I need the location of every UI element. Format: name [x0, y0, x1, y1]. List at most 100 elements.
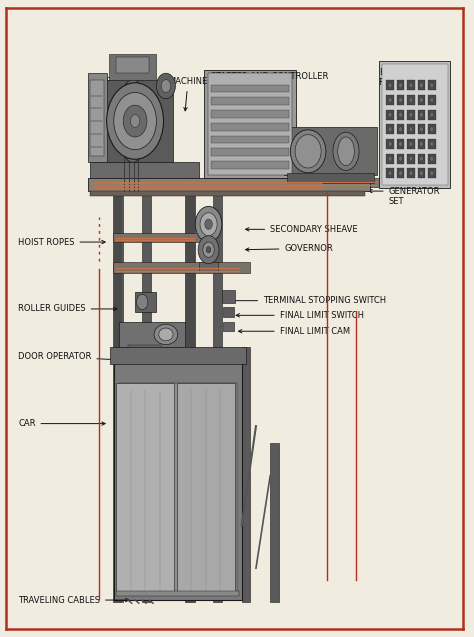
Text: FINAL LIMIT SWITCH: FINAL LIMIT SWITCH — [236, 311, 364, 320]
Bar — [211, 136, 289, 143]
Text: CAR: CAR — [18, 419, 105, 428]
Bar — [407, 95, 415, 105]
Text: ROLLER GUIDES: ROLLER GUIDES — [18, 304, 117, 313]
Circle shape — [430, 171, 434, 176]
Circle shape — [388, 156, 392, 161]
Bar — [211, 85, 289, 92]
Bar — [386, 124, 394, 134]
Bar — [211, 161, 289, 169]
Bar — [90, 162, 199, 178]
Bar — [407, 110, 415, 120]
Bar — [208, 73, 292, 175]
Ellipse shape — [154, 324, 178, 345]
Bar — [418, 168, 425, 178]
Bar — [109, 54, 156, 80]
Text: MACHINE: MACHINE — [168, 77, 208, 111]
Circle shape — [388, 83, 392, 88]
Circle shape — [409, 156, 413, 161]
Circle shape — [409, 141, 413, 147]
Circle shape — [203, 242, 214, 257]
Bar — [270, 443, 279, 602]
Bar — [116, 383, 174, 594]
Circle shape — [419, 97, 423, 103]
Circle shape — [399, 97, 402, 103]
Circle shape — [399, 127, 402, 132]
Text: TERMINAL STOPPING SWITCH: TERMINAL STOPPING SWITCH — [231, 296, 386, 305]
Circle shape — [430, 83, 434, 88]
Bar — [397, 95, 404, 105]
Text: HOIST ROPES: HOIST ROPES — [18, 238, 105, 247]
Text: FINAL LIMIT CAM: FINAL LIMIT CAM — [238, 327, 350, 336]
Ellipse shape — [333, 132, 359, 170]
Circle shape — [419, 171, 423, 176]
Text: SECONDARY SHEAVE: SECONDARY SHEAVE — [246, 225, 358, 234]
Circle shape — [399, 83, 402, 88]
Bar — [242, 347, 250, 602]
Bar — [90, 80, 104, 156]
Bar — [418, 124, 425, 134]
Bar — [397, 110, 404, 120]
Bar — [428, 95, 436, 105]
Circle shape — [388, 97, 392, 103]
Bar — [135, 292, 156, 312]
Bar — [204, 70, 296, 178]
Bar — [428, 154, 436, 164]
Circle shape — [430, 112, 434, 117]
Text: ELECTRONIC
RELAY PANEL: ELECTRONIC RELAY PANEL — [379, 68, 435, 93]
Bar — [418, 154, 425, 164]
Bar — [407, 168, 415, 178]
Circle shape — [399, 156, 402, 161]
Bar — [211, 110, 289, 118]
Bar — [397, 154, 404, 164]
Bar — [386, 154, 394, 164]
Text: MOTOR
GENERATOR
SET: MOTOR GENERATOR SET — [369, 176, 440, 206]
Bar — [382, 64, 448, 185]
Circle shape — [419, 83, 423, 88]
Ellipse shape — [295, 134, 321, 168]
Bar — [407, 154, 415, 164]
Bar — [116, 57, 149, 73]
Text: GOVERNOR: GOVERNOR — [246, 244, 333, 253]
Circle shape — [161, 80, 171, 92]
Bar — [90, 191, 365, 196]
Circle shape — [430, 156, 434, 161]
Circle shape — [137, 294, 148, 310]
Bar — [428, 110, 436, 120]
Bar — [176, 383, 235, 594]
Bar — [407, 139, 415, 149]
Circle shape — [409, 83, 413, 88]
Circle shape — [114, 92, 156, 150]
Bar — [407, 124, 415, 134]
Circle shape — [388, 141, 392, 147]
Bar — [211, 123, 289, 131]
Bar — [223, 307, 234, 317]
Bar — [185, 169, 195, 602]
Circle shape — [130, 115, 140, 127]
Text: SELECTOR: SELECTOR — [102, 77, 146, 118]
Circle shape — [399, 171, 402, 176]
Circle shape — [205, 219, 212, 229]
Ellipse shape — [290, 130, 326, 173]
Bar — [428, 124, 436, 134]
Circle shape — [388, 127, 392, 132]
Ellipse shape — [337, 137, 354, 166]
Ellipse shape — [117, 80, 148, 162]
Bar — [113, 169, 123, 602]
Bar — [397, 139, 404, 149]
Bar — [418, 110, 425, 120]
Bar — [407, 80, 415, 90]
Bar — [379, 61, 450, 188]
Bar — [110, 347, 246, 364]
Circle shape — [409, 97, 413, 103]
Text: STARTER AND CONTROLLER: STARTER AND CONTROLLER — [211, 72, 328, 111]
Bar — [397, 124, 404, 134]
Circle shape — [430, 127, 434, 132]
Bar — [114, 352, 242, 600]
Circle shape — [419, 112, 423, 117]
Bar — [428, 139, 436, 149]
Circle shape — [409, 171, 413, 176]
Circle shape — [409, 112, 413, 117]
Bar — [428, 168, 436, 178]
Bar — [386, 110, 394, 120]
Bar — [128, 345, 161, 352]
